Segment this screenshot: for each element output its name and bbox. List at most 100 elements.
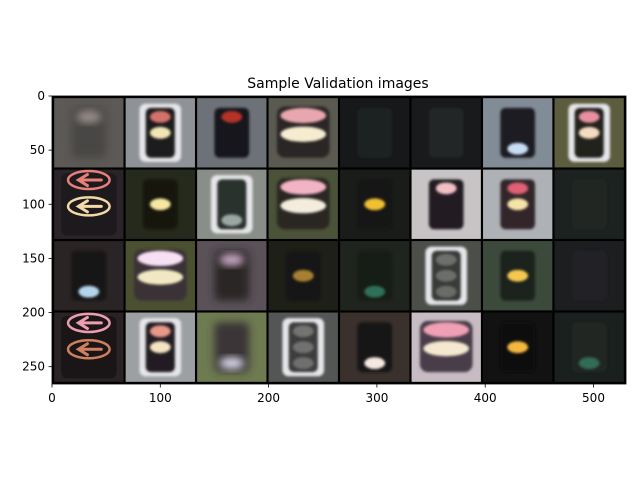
image-tile bbox=[268, 98, 338, 168]
signal-housing bbox=[571, 322, 607, 373]
signal-light bbox=[435, 182, 457, 195]
image-tile bbox=[54, 312, 124, 382]
image-tile bbox=[554, 98, 624, 168]
image-tile bbox=[268, 241, 338, 311]
signal-housing bbox=[214, 107, 250, 158]
y-axis: 0 50 100 150 200 250 bbox=[22, 89, 52, 374]
image-tile bbox=[125, 169, 195, 239]
arrow-light bbox=[75, 342, 103, 357]
signal-light bbox=[435, 253, 457, 266]
signal-housing bbox=[357, 250, 393, 301]
signal-light bbox=[507, 142, 529, 155]
image-tile bbox=[411, 169, 481, 239]
signal-light bbox=[280, 179, 327, 195]
image-tile bbox=[340, 312, 410, 382]
signal-light bbox=[219, 253, 245, 266]
image-tile bbox=[411, 241, 481, 311]
signal-housing bbox=[428, 179, 464, 230]
image-tile bbox=[411, 312, 481, 382]
signal-light bbox=[435, 269, 457, 282]
arrow-light-ring bbox=[66, 169, 111, 191]
arrow-light bbox=[75, 199, 103, 214]
image-tile bbox=[197, 98, 267, 168]
signal-light bbox=[292, 357, 314, 370]
signal-light bbox=[578, 110, 600, 123]
image-tile bbox=[483, 98, 553, 168]
signal-housing bbox=[71, 250, 107, 301]
signal-housing bbox=[357, 107, 393, 158]
x-tick-label: 200 bbox=[257, 391, 280, 405]
signal-housing bbox=[357, 322, 393, 373]
signal-light bbox=[219, 357, 245, 370]
signal-light bbox=[137, 269, 184, 285]
signal-light bbox=[507, 182, 529, 195]
x-tick-label: 100 bbox=[149, 391, 172, 405]
signal-light bbox=[149, 126, 171, 139]
image-tile bbox=[340, 98, 410, 168]
image-tile bbox=[340, 241, 410, 311]
x-tick-label: 300 bbox=[365, 391, 388, 405]
image-tile bbox=[411, 98, 481, 168]
signal-light bbox=[364, 285, 386, 298]
signal-light bbox=[221, 214, 243, 227]
image-tile bbox=[554, 312, 624, 382]
signal-light bbox=[149, 198, 171, 211]
x-tick-label: 400 bbox=[474, 391, 497, 405]
signal-light bbox=[364, 357, 386, 370]
image-tile bbox=[125, 312, 195, 382]
chart-title: Sample Validation images bbox=[247, 76, 428, 92]
image-tile bbox=[268, 169, 338, 239]
axes-frame bbox=[51, 95, 627, 385]
signal-light bbox=[149, 325, 171, 338]
x-tick-label: 0 bbox=[48, 391, 56, 405]
image-tile bbox=[554, 169, 624, 239]
signal-light bbox=[280, 198, 327, 214]
image-tile bbox=[54, 169, 124, 239]
image-tile bbox=[268, 312, 338, 382]
image-tile bbox=[125, 241, 195, 311]
arrow-light-ring bbox=[66, 339, 111, 360]
signal-light bbox=[280, 126, 327, 142]
image-tile bbox=[483, 241, 553, 311]
arrow-light-ring bbox=[66, 196, 111, 217]
x-tick-label: 500 bbox=[582, 391, 605, 405]
signal-light bbox=[435, 285, 457, 298]
arrow-light-ring bbox=[66, 312, 111, 334]
x-axis: 0 100 200 300 400 500 bbox=[48, 384, 605, 405]
signal-light bbox=[423, 340, 470, 357]
signal-light bbox=[507, 198, 529, 211]
signal-light bbox=[280, 107, 327, 124]
image-tile bbox=[54, 241, 124, 311]
arrow-light bbox=[75, 172, 103, 188]
arrow-light bbox=[75, 315, 103, 330]
y-tick-label: 150 bbox=[22, 251, 45, 265]
signal-light bbox=[292, 269, 314, 282]
signal-light bbox=[423, 322, 470, 338]
signal-housing bbox=[500, 107, 536, 158]
signal-housing bbox=[571, 179, 607, 230]
y-tick-label: 100 bbox=[22, 197, 45, 211]
signal-light bbox=[507, 341, 529, 354]
signal-light bbox=[78, 285, 100, 298]
signal-light bbox=[364, 198, 386, 211]
signal-light bbox=[149, 341, 171, 354]
image-tile bbox=[125, 98, 195, 168]
plot-area bbox=[51, 95, 627, 385]
signal-light bbox=[578, 126, 600, 139]
y-tick-label: 50 bbox=[30, 143, 45, 157]
signal-housing bbox=[61, 316, 117, 379]
signal-light bbox=[137, 250, 184, 267]
image-tile bbox=[483, 169, 553, 239]
signal-light bbox=[292, 325, 314, 338]
signal-housing bbox=[61, 173, 117, 236]
signal-light bbox=[292, 341, 314, 354]
signal-light bbox=[76, 110, 102, 123]
signal-light bbox=[149, 110, 171, 123]
image-tile bbox=[54, 98, 124, 168]
signal-light bbox=[507, 269, 529, 282]
image-tile bbox=[197, 241, 267, 311]
signal-housing bbox=[428, 107, 464, 158]
image-tile bbox=[554, 241, 624, 311]
y-tick-label: 0 bbox=[37, 89, 45, 103]
